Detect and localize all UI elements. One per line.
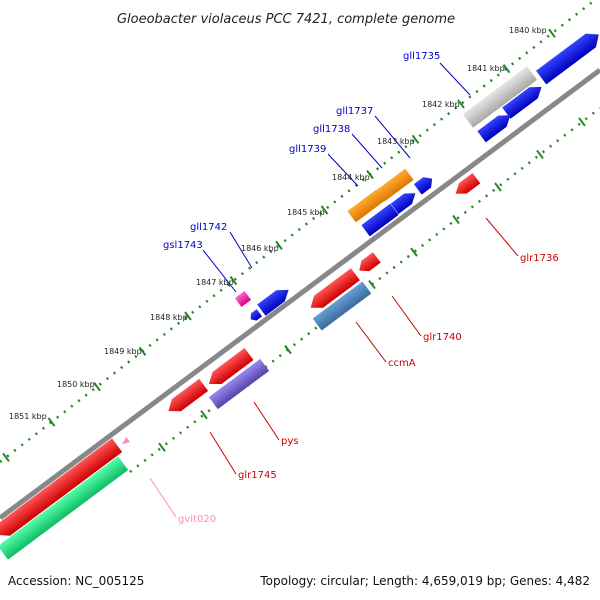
gene-glyph-gll1739[interactable]: [361, 203, 399, 237]
tick-label-1849: 1849 kbp: [104, 347, 142, 356]
tick-label-1845: 1845 kbp: [287, 208, 325, 217]
tick-label-1846: 1846 kbp: [241, 244, 279, 253]
leader-line-glr1740: [391, 295, 422, 337]
leader-line-gll1739: [327, 153, 359, 187]
leader-line-pys: [253, 401, 280, 441]
inner-major-tick-9: [200, 410, 208, 420]
gene-label-glr1736[interactable]: glr1736: [520, 253, 559, 264]
leader-line-gll1735: [439, 62, 471, 96]
gene-glyph-gll1738[interactable]: [347, 189, 385, 223]
outer-major-tick-0: [548, 28, 556, 38]
gene-glyph-gll1735-a[interactable]: [536, 28, 600, 85]
genome-summary-text: Topology: circular; Length: 4,659,019 bp…: [260, 574, 590, 588]
inner-major-tick-5: [368, 279, 376, 290]
gene-glyph-glr1740[interactable]: [306, 268, 360, 314]
accession-text: Accession: NC_005125: [8, 574, 145, 588]
tick-label-1847: 1847 kbp: [196, 278, 234, 287]
gene-label-gll1738[interactable]: gll1738: [313, 124, 350, 135]
gene-glyph-ccmA[interactable]: [312, 281, 372, 331]
tick-label-1840: 1840 kbp: [509, 26, 547, 35]
gene-label-gll1742[interactable]: gll1742: [190, 222, 227, 233]
outer-major-tick-1: [502, 64, 511, 74]
gene-labels: gll1735 gll1737 gll1738 gll1739 gll1742 …: [163, 51, 559, 525]
tick-labels: 1840 kbp 1841 kbp 1842 kbp 1843 kbp 1844…: [9, 26, 547, 421]
gene-glyph-gsl1743[interactable]: [234, 291, 252, 307]
outer-major-tick-6: [275, 240, 283, 250]
inner-major-tick-0: [578, 117, 586, 127]
outer-major-tick-3: [411, 134, 420, 144]
tick-label-1843: 1843 kbp: [377, 137, 415, 146]
gene-glyph-glr1745-a[interactable]: [204, 348, 254, 390]
inner-major-tick-4: [410, 247, 418, 257]
leader-line-glr1736: [485, 217, 519, 257]
outer-major-tick-7: [229, 276, 238, 286]
inner-major-tick-10: [158, 442, 166, 452]
outer-major-tick-10: [93, 382, 101, 392]
leader-line-gsl1743: [202, 249, 237, 293]
inner-major-tick-3: [452, 214, 460, 225]
gene-label-ccmA[interactable]: ccmA: [388, 358, 416, 369]
tick-label-1848: 1848 kbp: [150, 313, 188, 322]
outer-major-tick-8: [184, 311, 192, 321]
tick-label-1842: 1842 kbp: [422, 100, 460, 109]
gene-label-glr1740[interactable]: glr1740: [423, 332, 462, 343]
outer-major-tick-11: [47, 417, 56, 427]
inner-major-tick-1: [536, 149, 544, 160]
genome-backbone: [0, 67, 600, 521]
gene-glyph-glr-long[interactable]: [0, 438, 123, 541]
tick-label-1844: 1844 kbp: [332, 173, 370, 182]
outer-major-tick-12: [2, 452, 10, 462]
outer-major-tick-2: [457, 99, 465, 109]
gene-glyph-gll1742-small[interactable]: [248, 309, 263, 323]
gene-label-pys[interactable]: pys: [281, 436, 298, 447]
gene-label-gll1737[interactable]: gll1737: [336, 106, 373, 117]
tick-label-1850: 1850 kbp: [57, 380, 95, 389]
leader-line-gll1738: [351, 133, 383, 169]
tick-label-1851: 1851 kbp: [9, 412, 47, 421]
gene-label-gll1739[interactable]: gll1739: [289, 144, 326, 155]
outer-major-tick-9: [138, 346, 147, 356]
outer-major-tick-5: [320, 205, 329, 215]
gene-glyph-gvit-long[interactable]: [0, 456, 129, 560]
gene-glyph-glr1740-b[interactable]: [355, 252, 381, 276]
gene-glyph-gll1738-blue[interactable]: [390, 188, 420, 214]
tick-label-1841: 1841 kbp: [467, 64, 505, 73]
inner-major-tick-7: [284, 345, 292, 355]
label-leaders: [149, 62, 519, 518]
leader-line-gll1742: [229, 231, 253, 269]
inner-major-tick-2: [494, 182, 502, 192]
tick-track-outer: [0, 0, 597, 463]
leader-line-ccmA: [355, 321, 387, 363]
gene-glyph-gvit020-marker[interactable]: [120, 437, 130, 447]
gene-label-gll1735[interactable]: gll1735: [403, 51, 440, 62]
gene-glyph-gll1735-c[interactable]: [477, 110, 514, 143]
gene-glyph-gll1737-blue[interactable]: [413, 173, 436, 195]
gene-label-gsl1743[interactable]: gsl1743: [163, 240, 203, 251]
gene-glyphs[interactable]: [0, 28, 600, 560]
gene-label-glr1745[interactable]: glr1745: [238, 470, 277, 481]
gene-glyph-gll1742[interactable]: [257, 284, 293, 316]
gene-glyph-pys[interactable]: [208, 358, 270, 410]
map-title: Gloeobacter violaceus PCC 7421, complete…: [117, 12, 455, 27]
gene-glyph-glr1736[interactable]: [452, 173, 481, 199]
gene-glyph-gll1736-hyp[interactable]: [462, 66, 538, 128]
leader-line-glr1745: [209, 431, 237, 475]
gene-glyph-glr1745-b[interactable]: [164, 378, 209, 417]
leader-line-gvit020: [149, 477, 177, 518]
gene-glyph-gll1737[interactable]: [376, 168, 414, 202]
gene-label-gvit020[interactable]: gvit020: [178, 514, 216, 525]
outer-major-tick-4: [366, 170, 374, 180]
leader-line-gll1737: [374, 115, 411, 159]
gene-glyph-gll1735-b[interactable]: [502, 81, 546, 119]
